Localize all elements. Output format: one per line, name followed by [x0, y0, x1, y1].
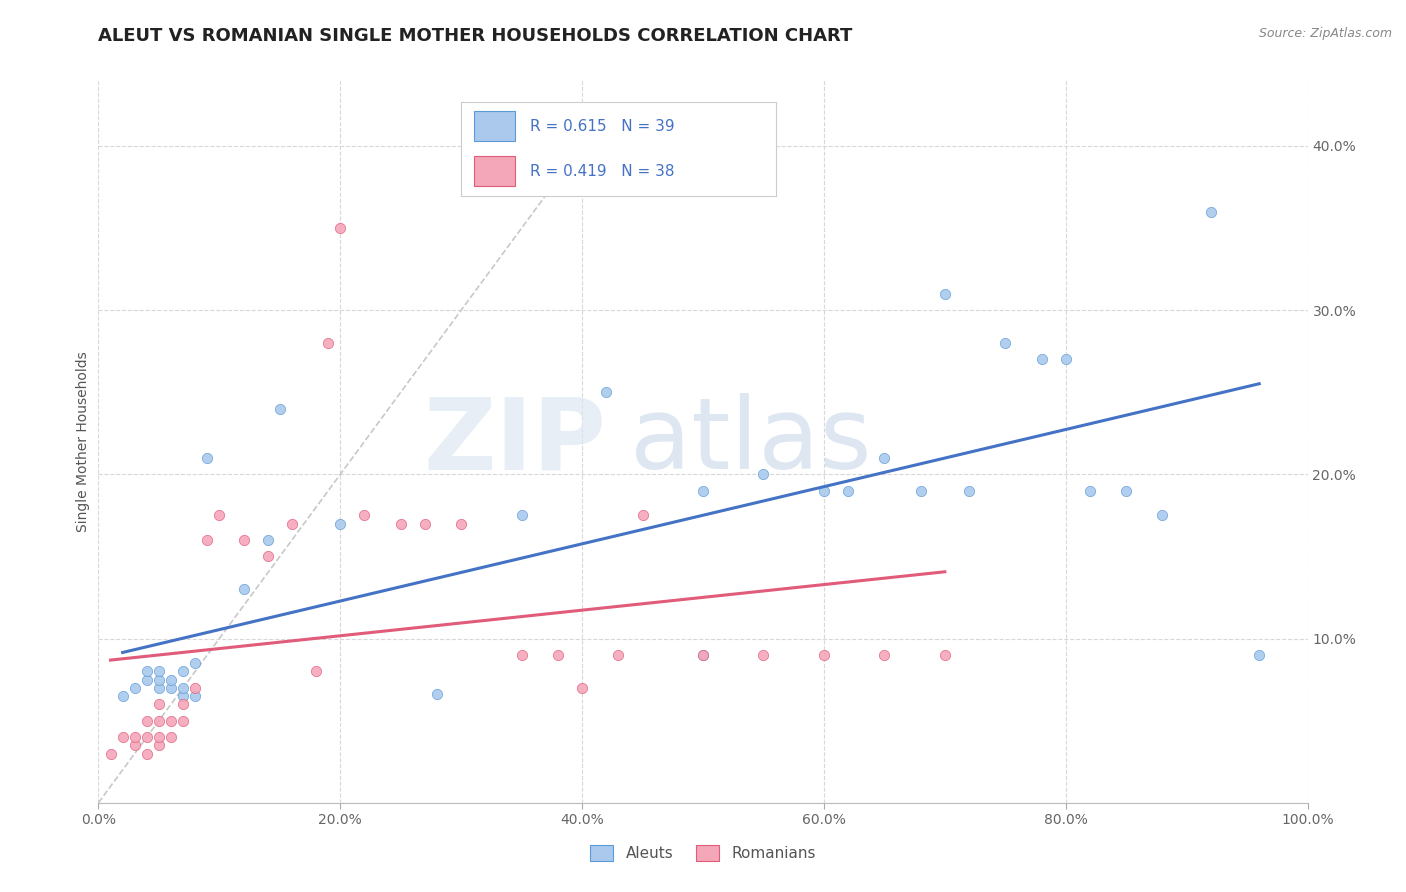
Point	[547, 648, 569, 662]
Point	[160, 673, 183, 687]
Point	[413, 516, 436, 531]
Point	[148, 714, 170, 728]
Point	[329, 516, 352, 531]
Point	[692, 483, 714, 498]
Point	[1199, 204, 1222, 219]
Point	[160, 714, 183, 728]
Point	[135, 747, 157, 761]
Text: atlas: atlas	[630, 393, 872, 490]
Point	[994, 336, 1017, 351]
Point	[281, 516, 304, 531]
Point	[607, 648, 630, 662]
Point	[1249, 648, 1271, 662]
Point	[752, 648, 775, 662]
Point	[631, 508, 654, 523]
Point	[195, 533, 218, 547]
Point	[957, 483, 980, 498]
Point	[256, 533, 278, 547]
Point	[172, 665, 194, 679]
Point	[135, 673, 157, 687]
Point	[329, 221, 352, 235]
Point	[100, 747, 122, 761]
Point	[160, 730, 183, 744]
Point	[172, 698, 194, 712]
Y-axis label: Single Mother Households: Single Mother Households	[76, 351, 90, 532]
Point	[692, 648, 714, 662]
Point	[571, 681, 593, 695]
Point	[934, 648, 956, 662]
Legend: Aleuts, Romanians: Aleuts, Romanians	[583, 839, 823, 867]
Point	[256, 549, 278, 564]
Point	[148, 698, 170, 712]
Point	[232, 582, 254, 597]
Point	[510, 648, 533, 662]
Point	[148, 665, 170, 679]
Point	[172, 714, 194, 728]
Point	[124, 681, 146, 695]
Point	[305, 665, 328, 679]
Point	[934, 286, 956, 301]
Point	[148, 673, 170, 687]
Point	[184, 681, 207, 695]
Point	[148, 681, 170, 695]
Point	[837, 483, 859, 498]
Point	[1054, 352, 1077, 367]
Point	[752, 467, 775, 482]
Point	[1031, 352, 1053, 367]
Point	[195, 450, 218, 465]
Point	[873, 648, 896, 662]
Point	[1078, 483, 1101, 498]
Point	[111, 730, 134, 744]
Point	[510, 508, 533, 523]
Text: Source: ZipAtlas.com: Source: ZipAtlas.com	[1258, 27, 1392, 40]
Point	[426, 687, 449, 701]
Point	[813, 483, 835, 498]
Point	[184, 657, 207, 671]
Point	[135, 714, 157, 728]
Point	[172, 681, 194, 695]
Point	[450, 516, 472, 531]
Point	[595, 385, 617, 400]
Point	[269, 401, 291, 416]
Point	[111, 689, 134, 703]
Point	[813, 648, 835, 662]
Point	[1152, 508, 1174, 523]
Text: ALEUT VS ROMANIAN SINGLE MOTHER HOUSEHOLDS CORRELATION CHART: ALEUT VS ROMANIAN SINGLE MOTHER HOUSEHOL…	[98, 27, 853, 45]
Point	[1115, 483, 1137, 498]
Point	[208, 508, 231, 523]
Point	[873, 450, 896, 465]
Point	[692, 648, 714, 662]
Point	[124, 739, 146, 753]
Point	[124, 730, 146, 744]
Text: ZIP: ZIP	[423, 393, 606, 490]
Point	[184, 689, 207, 703]
Point	[135, 730, 157, 744]
Point	[148, 730, 170, 744]
Point	[148, 739, 170, 753]
Point	[910, 483, 932, 498]
Point	[232, 533, 254, 547]
Point	[135, 665, 157, 679]
Point	[316, 336, 339, 351]
Point	[353, 508, 375, 523]
Point	[172, 689, 194, 703]
Point	[389, 516, 412, 531]
Point	[160, 681, 183, 695]
